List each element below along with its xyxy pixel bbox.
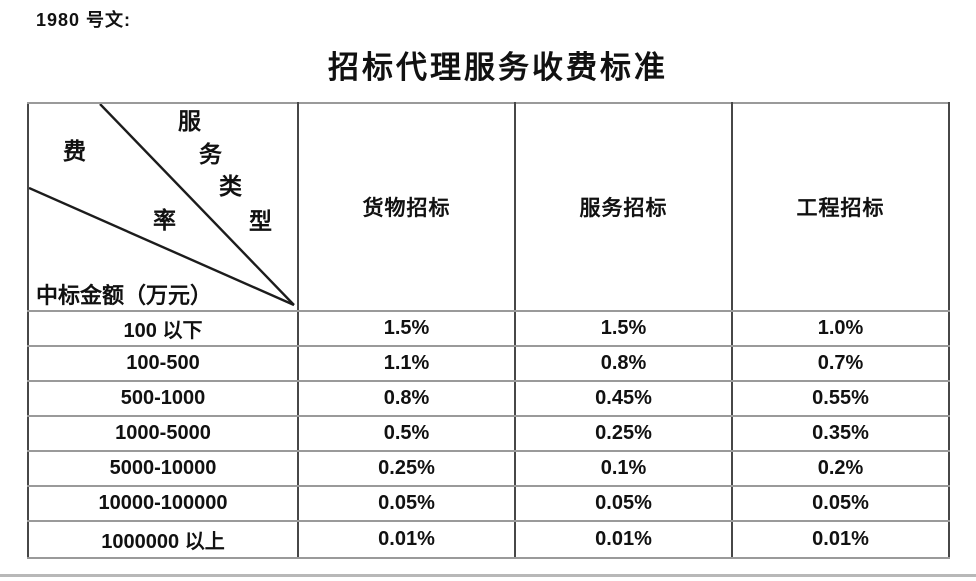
amount-range-cell: 1000000 以上 (27, 520, 299, 559)
table-row: 100-500 1.1% 0.8% 0.7% (27, 345, 950, 382)
table-row: 500-1000 0.8% 0.45% 0.55% (27, 380, 950, 417)
rate-cell: 0.01% (731, 520, 950, 559)
rate-cell: 0.05% (514, 485, 733, 522)
page-bottom-edge (0, 574, 976, 577)
table-header-row: 服 务 类 型 费 率 中标金额（万元） 货物招标 服务招标 工程招标 (27, 102, 950, 312)
table-row: 5000-10000 0.25% 0.1% 0.2% (27, 450, 950, 487)
rate-cell: 1.5% (514, 310, 733, 347)
rate-cell: 0.05% (731, 485, 950, 522)
rate-cell: 0.01% (297, 520, 516, 559)
rate-cell: 0.01% (514, 520, 733, 559)
column-header-goods: 货物招标 (297, 102, 516, 312)
diagonal-header-cell: 服 务 类 型 费 率 中标金额（万元） (27, 102, 299, 312)
document-title: 招标代理服务收费标准 (328, 50, 668, 85)
rate-cell: 0.35% (731, 415, 950, 452)
rate-cell: 1.0% (731, 310, 950, 347)
service-type-char: 类 (219, 174, 242, 199)
diagonal-lines (29, 104, 295, 307)
rate-cell: 0.25% (514, 415, 733, 452)
service-type-char: 务 (199, 142, 222, 167)
service-type-char: 型 (249, 209, 272, 234)
table-row: 1000000 以上 0.01% 0.01% 0.01% (27, 520, 950, 559)
amount-range-cell: 5000-10000 (27, 450, 299, 487)
table-row: 100 以下 1.5% 1.5% 1.0% (27, 310, 950, 347)
rate-cell: 0.8% (514, 345, 733, 382)
amount-range-cell: 500-1000 (27, 380, 299, 417)
fee-table: 服 务 类 型 费 率 中标金额（万元） 货物招标 服务招标 工程招标 100 … (27, 102, 950, 559)
bid-amount-label: 中标金额（万元） (36, 283, 213, 308)
amount-range-cell: 10000-100000 (27, 485, 299, 522)
doc-number-label: 1980 号文: (36, 10, 132, 30)
rate-cell: 1.1% (297, 345, 516, 382)
column-header-service: 服务招标 (514, 102, 733, 312)
rate-cell: 0.2% (731, 450, 950, 487)
amount-range-cell: 100 以下 (27, 310, 299, 347)
rate-cell: 0.7% (731, 345, 950, 382)
diagonal-header-content: 服 务 类 型 费 率 中标金额（万元） (29, 104, 297, 310)
amount-range-cell: 1000-5000 (27, 415, 299, 452)
column-header-engineering: 工程招标 (731, 102, 950, 312)
rate-cell: 0.45% (514, 380, 733, 417)
fee-rate-char: 费 (63, 139, 86, 164)
rate-cell: 0.1% (514, 450, 733, 487)
amount-range-cell: 100-500 (27, 345, 299, 382)
table-row: 1000-5000 0.5% 0.25% 0.35% (27, 415, 950, 452)
table-row: 10000-100000 0.05% 0.05% 0.05% (27, 485, 950, 522)
rate-cell: 0.25% (297, 450, 516, 487)
rate-cell: 0.55% (731, 380, 950, 417)
rate-cell: 0.5% (297, 415, 516, 452)
service-type-char: 服 (178, 109, 201, 134)
rate-cell: 0.05% (297, 485, 516, 522)
rate-cell: 0.8% (297, 380, 516, 417)
rate-cell: 1.5% (297, 310, 516, 347)
fee-rate-char: 率 (153, 208, 176, 233)
